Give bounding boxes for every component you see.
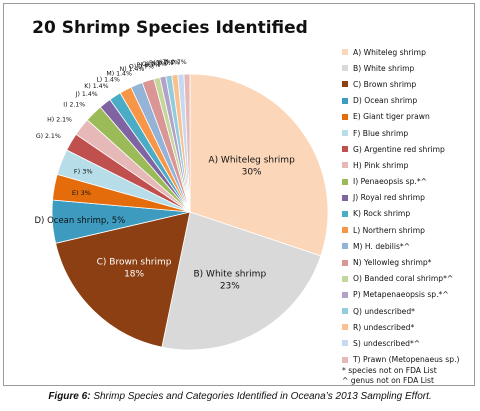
legend-item-argentine-red-shrimp: G) Argentine red shrimp — [342, 141, 476, 157]
legend-item-metapenaeopsis-sp: P) Metapenaeopsis sp.*^ — [342, 287, 476, 303]
legend-swatch — [342, 130, 348, 137]
pie-slice-prawn-metopenaeus-sp — [183, 73, 191, 213]
legend-label: A) Whiteleg shrimp — [353, 47, 426, 57]
legend-label: S) undescribed*^ — [353, 338, 421, 348]
legend-label: D) Ocean shrimp — [353, 96, 418, 106]
legend-swatch — [342, 356, 348, 363]
legend-item-penaeopsis-sp: I) Penaeopsis sp.*^ — [342, 174, 476, 190]
legend-item-pink-shrimp: H) Pink shrimp — [342, 157, 476, 173]
legend-label: J) Royal red shrimp — [353, 193, 425, 203]
slice-label-northern-shrimp: L) 1.4% — [96, 76, 120, 83]
caption-text: Shrimp Species and Categories Identified… — [90, 391, 432, 402]
legend-swatch — [342, 97, 348, 104]
legend-item-prawn-metopenaeus-sp: T) Prawn (Metopenaeus sp.) — [342, 352, 476, 368]
legend-label: M) H. debilis*^ — [353, 241, 411, 251]
legend-label: H) Pink shrimp — [353, 160, 409, 170]
legend-label: K) Rock shrimp — [353, 209, 411, 219]
legend-swatch — [342, 291, 348, 298]
legend-swatch — [342, 243, 348, 250]
slice-label-rock-shrimp: K) 1.4% — [84, 83, 108, 90]
legend-item-banded-coral-shrimp: O) Banded coral shrimp*^ — [342, 271, 476, 287]
slice-label-white-shrimp: B) White shrimp 23% — [194, 269, 267, 291]
legend-label: F) Blue shrimp — [353, 128, 409, 138]
legend-item-h-debilis: M) H. debilis*^ — [342, 238, 476, 254]
legend-label: P) Metapenaeopsis sp.*^ — [353, 290, 449, 300]
legend-notes: * species not on FDA List ^ genus not on… — [342, 366, 437, 386]
pie-slice-whiteleg-shrimp — [189, 73, 329, 257]
legend-swatch — [342, 162, 348, 169]
legend-swatch — [342, 194, 348, 201]
slice-label-yellowleg-shrimp: N) 1.4% — [120, 66, 145, 73]
legend-swatch — [342, 210, 348, 217]
slice-label-argentine-red-shrimp: G) 2.1% — [36, 133, 61, 140]
figure-caption: Figure 6: Shrimp Species and Categories … — [0, 391, 480, 402]
legend-item-giant-tiger-prawn: E) Giant tiger prawn — [342, 109, 476, 125]
legend-label: N) Yellowleg shrimp* — [353, 258, 432, 268]
slice-label-penaeopsis-sp: I) 2.1% — [63, 102, 85, 109]
legend-item-yellowleg-shrimp: N) Yellowleg shrimp* — [342, 254, 476, 270]
legend-label: E) Giant tiger prawn — [353, 112, 430, 122]
legend-label: L) Northern shrimp — [353, 225, 425, 235]
legend-swatch — [342, 178, 348, 185]
legend-item-white-shrimp: B) White shrimp — [342, 60, 476, 76]
legend-swatch — [342, 308, 348, 315]
slice-label-metapenaeopsis-sp: P) 0.7% — [137, 62, 161, 69]
chart-title: 20 Shrimp Species Identified — [32, 18, 308, 38]
legend-label: T) Prawn (Metopenaeus sp.) — [353, 355, 460, 365]
slice-label-giant-tiger-prawn: E) 3% — [72, 189, 91, 197]
legend-swatch — [342, 324, 348, 331]
legend-item-undescribed: R) undescribed* — [342, 319, 476, 335]
slice-label-undescribed: Q) 0.7% — [142, 61, 167, 68]
slice-label-royal-red-shrimp: J) 1.4% — [75, 91, 98, 98]
slice-label-brown-shrimp: C) Brown shrimp 18% — [97, 257, 172, 279]
legend-label: B) White shrimp — [353, 63, 415, 73]
note-species: * species not on FDA List — [342, 366, 437, 375]
legend-item-brown-shrimp: C) Brown shrimp — [342, 76, 476, 92]
legend-swatch — [342, 227, 348, 234]
legend-swatch — [342, 81, 348, 88]
legend-label: Q) undescribed* — [353, 306, 415, 316]
slice-label-prawn-metopenaeus-sp: T) 0.7% — [162, 59, 187, 66]
legend-label: I) Penaeopsis sp.*^ — [353, 177, 427, 187]
slice-label-undescribed: R) 0.7% — [149, 60, 174, 67]
pie-slice-white-shrimp — [161, 211, 322, 351]
legend-swatch — [342, 146, 348, 153]
note-genus: ^ genus not on FDA List — [342, 376, 434, 385]
legend-label: O) Banded coral shrimp*^ — [353, 274, 454, 284]
caption-label: Figure 6: — [48, 391, 91, 402]
slice-label-undescribed: S) 0.7% — [156, 59, 180, 66]
legend-item-undescribed: Q) undescribed* — [342, 303, 476, 319]
legend: A) Whiteleg shrimp B) White shrimp C) Brow… — [342, 44, 476, 368]
legend-label: G) Argentine red shrimp — [353, 144, 445, 154]
slice-label-pink-shrimp: H) 2.1% — [47, 116, 72, 123]
legend-swatch — [342, 340, 348, 347]
legend-swatch — [342, 113, 348, 120]
legend-item-northern-shrimp: L) Northern shrimp — [342, 222, 476, 238]
legend-item-royal-red-shrimp: J) Royal red shrimp — [342, 190, 476, 206]
pie-chart: A) Whiteleg shrimp 30% B) White shrimp 23% C… — [35, 59, 329, 351]
pie-slice-brown-shrimp — [55, 211, 191, 348]
legend-label: R) undescribed* — [353, 322, 415, 332]
legend-swatch — [342, 49, 348, 56]
legend-item-blue-shrimp: F) Blue shrimp — [342, 125, 476, 141]
legend-swatch — [342, 65, 348, 72]
legend-swatch — [342, 275, 348, 282]
legend-swatch — [342, 259, 348, 266]
legend-label: C) Brown shrimp — [353, 79, 417, 89]
legend-item-rock-shrimp: K) Rock shrimp — [342, 206, 476, 222]
legend-item-ocean-shrimp: D) Ocean shrimp — [342, 93, 476, 109]
legend-item-whiteleg-shrimp: A) Whiteleg shrimp — [342, 44, 476, 60]
slice-label-h-debilis: M) 1.4% — [106, 71, 132, 78]
legend-item-undescribed: S) undescribed*^ — [342, 335, 476, 351]
slice-label-whiteleg-shrimp: A) Whiteleg shrimp 30% — [208, 156, 295, 178]
chart-frame: 20 Shrimp Species Identified A) Whiteleg… — [3, 3, 475, 386]
slice-label-blue-shrimp: F) 3% — [74, 167, 93, 175]
slice-label-banded-coral-shrimp: O) 0.7% — [129, 63, 154, 70]
slice-label-ocean-shrimp: D) Ocean shrimp, 5% — [35, 216, 126, 226]
